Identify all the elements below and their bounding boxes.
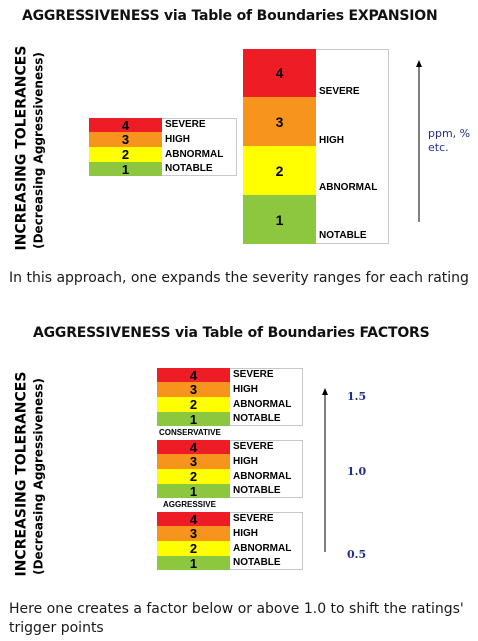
small-rating-4: 4 [89,118,162,133]
g1-label-abnormal: ABNORMAL [233,399,292,410]
section2-ylabel-sub: (Decreasing Aggressiveness) [31,378,46,575]
small-label-abnormal: ABNORMAL [165,149,224,160]
small-rating-3: 3 [89,132,162,147]
section2-caption-line2: trigger points [9,620,104,636]
g2-label-notable: NOTABLE [233,485,281,496]
g2-rating-3: 3 [157,454,230,469]
units-line1: ppm, % [428,127,471,140]
big-label-severe: SEVERE [319,86,360,97]
big-label-high: HIGH [319,135,344,146]
small-label-high: HIGH [165,134,190,145]
big-label-notable: NOTABLE [319,230,367,241]
big-rating-1: 1 [243,195,316,244]
g3-rating-2: 2 [157,541,230,556]
units-label: ppm, % etc. [428,127,470,155]
conservative-label: CONSERVATIVE [159,428,221,437]
big-rating-4: 4 [243,49,316,97]
g3-label-severe: SEVERE [233,513,274,524]
big-rating-2: 2 [243,146,316,195]
g2-label-abnormal: ABNORMAL [233,471,292,482]
section2-title: AGGRESSIVENESS via Table of Boundaries F… [33,325,430,341]
g3-rating-1: 1 [157,556,230,571]
g3-label-notable: NOTABLE [233,557,281,568]
g1-rating-2: 2 [157,397,230,412]
g1-label-notable: NOTABLE [233,413,281,424]
g1-rating-4: 4 [157,368,230,383]
g1-rating-3: 3 [157,382,230,397]
factor-0-5: 0.5 [347,548,367,561]
small-label-severe: SEVERE [165,119,206,130]
units-line2: etc. [428,141,449,154]
section2-caption: Here one creates a factor below or above… [9,600,464,638]
big-rating-3: 3 [243,97,316,146]
g2-rating-4: 4 [157,440,230,455]
g3-rating-4: 4 [157,512,230,527]
g1-rating-1: 1 [157,412,230,427]
g2-rating-2: 2 [157,469,230,484]
section2-up-arrow [322,388,328,552]
small-label-notable: NOTABLE [165,163,213,174]
section1-title: AGGRESSIVENESS via Table of Boundaries E… [22,8,438,24]
section1-up-arrow [416,60,422,222]
section2-caption-line1: Here one creates a factor below or above… [9,601,464,617]
small-rating-2: 2 [89,147,162,162]
small-rating-1: 1 [89,162,162,177]
g1-label-high: HIGH [233,384,258,395]
g3-rating-3: 3 [157,526,230,541]
g3-label-high: HIGH [233,528,258,539]
factor-1-5: 1.5 [347,390,367,403]
big-label-abnormal: ABNORMAL [319,182,378,193]
g2-label-severe: SEVERE [233,441,274,452]
section1-caption: In this approach, one expands the severi… [9,270,469,286]
g2-rating-1: 1 [157,484,230,499]
aggressive-label: AGGRESSIVE [163,500,216,509]
g3-label-abnormal: ABNORMAL [233,543,292,554]
factor-1-0: 1.0 [347,465,367,478]
section1-ylabel-sub: (Decreasing Aggressiveness) [31,52,46,249]
g1-label-severe: SEVERE [233,369,274,380]
g2-label-high: HIGH [233,456,258,467]
